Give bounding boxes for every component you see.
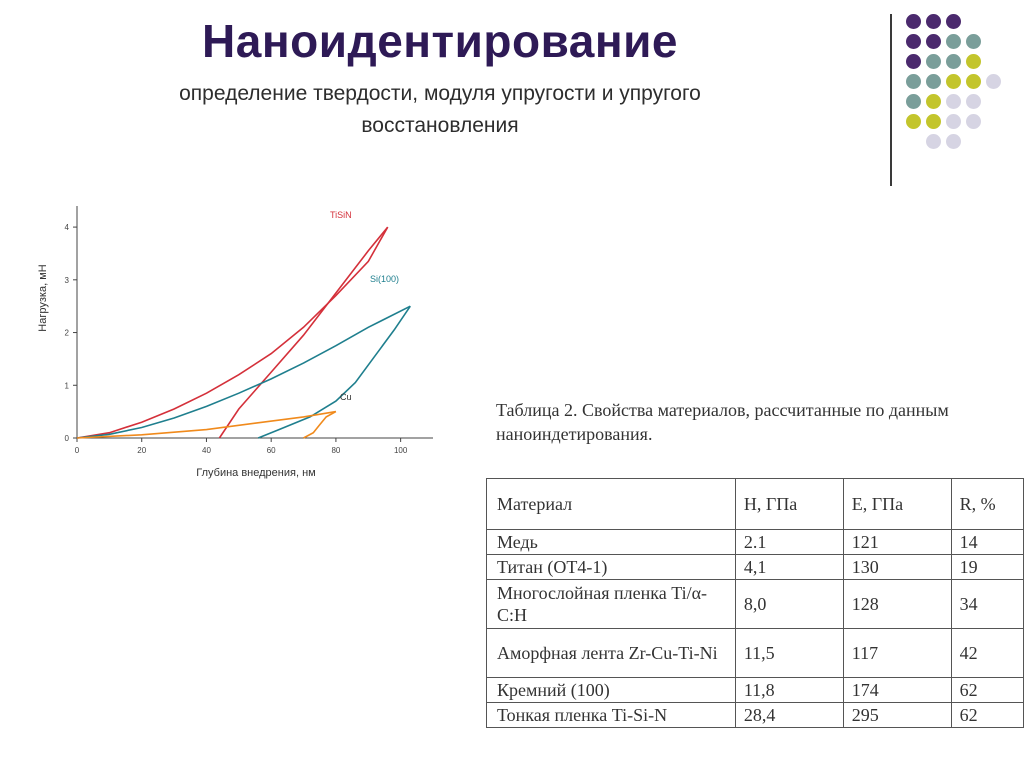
chart-x-tick-label: 80 <box>331 446 340 455</box>
table-cell-value: 42 <box>950 628 1024 678</box>
decorative-dot <box>946 134 961 149</box>
decorative-dot <box>966 54 981 69</box>
table-cell-value: E, ГПа <box>842 478 952 530</box>
table-row: Кремний (100) 11,8 174 62 <box>486 677 1024 703</box>
chart-y-tick-label: 1 <box>65 381 70 390</box>
table-row: Многослойная пленка Ti/α-C:H 8,0 128 34 <box>486 579 1024 629</box>
table-header-row: Материал H, ГПа E, ГПа R, % <box>486 478 1024 530</box>
table-cell-value: 62 <box>950 702 1024 728</box>
table-cell-value: 2.1 <box>734 529 844 555</box>
table-row: Медь 2.1 121 14 <box>486 529 1024 555</box>
table-cell-value: 121 <box>842 529 952 555</box>
decorative-dot <box>986 74 1001 89</box>
decorative-dot <box>906 74 921 89</box>
decorative-dot <box>926 114 941 129</box>
decorative-dot <box>926 134 941 149</box>
table-cell-value: 295 <box>842 702 952 728</box>
table-cell-value: 34 <box>950 579 1024 629</box>
chart-x-tick-label: 60 <box>267 446 276 455</box>
decorative-dot <box>906 94 921 109</box>
decorative-dot <box>946 34 961 49</box>
table-cell-material: Титан (ОТ4-1) <box>486 554 736 580</box>
chart-series-cu-unloading <box>303 410 337 439</box>
table-cell-value: 11,8 <box>734 677 844 703</box>
decorative-dot <box>946 94 961 109</box>
table-cell-value: 28,4 <box>734 702 844 728</box>
table-cell-value: H, ГПа <box>734 478 844 530</box>
table-cell-material: Кремний (100) <box>486 677 736 703</box>
chart-series-tisin-loading <box>76 226 389 439</box>
table-cell-value: 8,0 <box>734 579 844 629</box>
table-cell-material: Медь <box>486 529 736 555</box>
table-caption: Таблица 2. Свойства материалов, рассчита… <box>496 400 949 444</box>
decorative-dot <box>906 14 921 29</box>
table-cell-material: Аморфная лента Zr-Cu-Ti-Ni <box>486 628 736 678</box>
chart-y-tick-label: 0 <box>65 434 70 443</box>
table-row: Титан (ОТ4-1) 4,1 130 19 <box>486 554 1024 580</box>
chart-x-tick-label: 20 <box>137 446 146 455</box>
chart-series-tisin-unloading <box>218 226 389 439</box>
chart-x-tick-label: 0 <box>75 446 80 455</box>
chart-series-labels: TiSiN Si(100) Cu <box>330 210 399 402</box>
decorative-dot <box>906 34 921 49</box>
chart-series-cu-loading <box>76 410 337 439</box>
table-cell-value: 14 <box>950 529 1024 555</box>
chart-x-tick-label: 40 <box>202 446 211 455</box>
table-cell-value: 62 <box>950 677 1024 703</box>
decorative-dot <box>906 114 921 129</box>
table-cell-value: 19 <box>950 554 1024 580</box>
table-row: Аморфная лента Zr-Cu-Ti-Ni 11,5 117 42 <box>486 628 1024 678</box>
table-cell-value: 128 <box>842 579 952 629</box>
decorative-dot <box>946 54 961 69</box>
decorative-dot <box>946 74 961 89</box>
chart-series <box>76 226 411 439</box>
slide-subtitle: определение твердости, модуля упругости … <box>179 82 701 137</box>
table-cell-value: 11,5 <box>734 628 844 678</box>
decorative-dot <box>926 94 941 109</box>
chart-x-tick-label: 100 <box>394 446 408 455</box>
table-cell-value: 117 <box>842 628 952 678</box>
chart-series-label: Cu <box>340 392 352 402</box>
table-cell-value: 4,1 <box>734 554 844 580</box>
table-cell-material: Тонкая пленка Ti-Si-N <box>486 702 736 728</box>
decorative-dot <box>946 114 961 129</box>
decorative-dot <box>946 14 961 29</box>
chart-series-label: TiSiN <box>330 210 352 220</box>
chart-y-tick-label: 2 <box>65 329 70 338</box>
material-properties-table: Материал H, ГПа E, ГПа R, % Медь 2.1 121 14 Тита… <box>486 478 1024 728</box>
decorative-dot <box>926 54 941 69</box>
decorative-divider <box>890 14 892 186</box>
chart-y-tick-label: 3 <box>65 276 70 285</box>
chart-y-axis-label: Нагрузка, мН <box>37 264 49 331</box>
table-cell-value: 130 <box>842 554 952 580</box>
table-cell-value: 174 <box>842 677 952 703</box>
chart-x-axis-label: Глубина внедрения, нм <box>196 467 315 479</box>
table-cell-material: Многослойная пленка Ti/α-C:H <box>486 579 736 629</box>
decorative-dot <box>926 34 941 49</box>
decorative-dot <box>906 54 921 69</box>
chart-series-si100-loading <box>76 305 411 439</box>
decorative-dot <box>926 14 941 29</box>
table-cell-material: Материал <box>486 478 736 530</box>
chart-series-si100-unloading <box>257 305 411 439</box>
slide-title: Наноидентирование <box>202 15 678 67</box>
decorative-dot <box>966 34 981 49</box>
decorative-dot-grid <box>900 8 1010 168</box>
chart-axes: 0 20 40 60 80 100 0 1 2 3 4 <box>65 206 433 455</box>
chart-y-tick-label: 4 <box>65 223 70 232</box>
decorative-dot <box>966 94 981 109</box>
chart-series-label: Si(100) <box>370 274 399 284</box>
decorative-dot <box>926 74 941 89</box>
decorative-dot <box>966 114 981 129</box>
decorative-dot <box>966 74 981 89</box>
table-cell-value: R, % <box>950 478 1024 530</box>
table-row: Тонкая пленка Ti-Si-N 28,4 295 62 <box>486 702 1024 728</box>
